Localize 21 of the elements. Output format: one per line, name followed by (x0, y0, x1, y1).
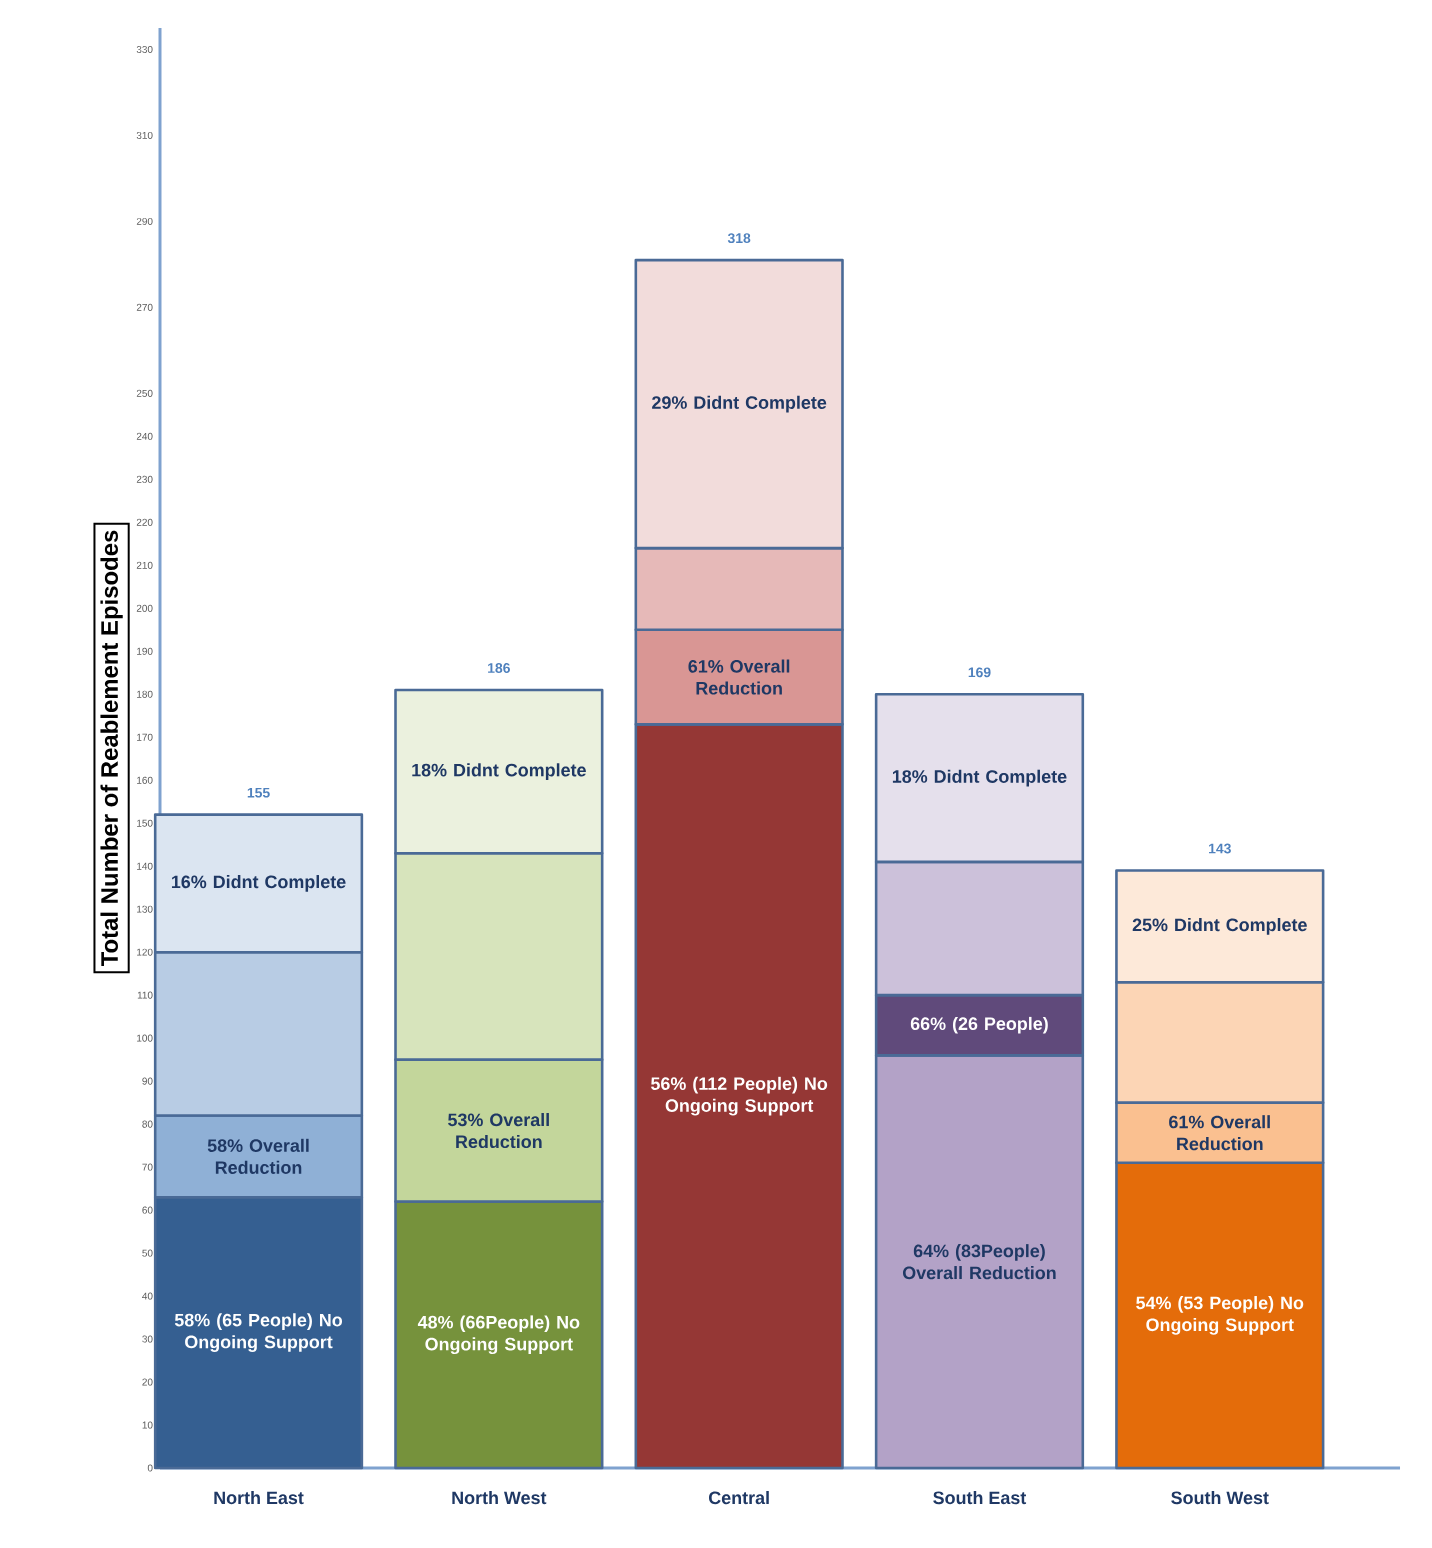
x-tick-label: South West (1171, 1490, 1269, 1505)
y-axis-title: Total Number of Reablement Episodes (100, 530, 123, 967)
annotation: 54% (53 People) No Ongoing Support (1136, 1296, 1304, 1335)
annotation: 66% (26 People) (910, 1016, 1048, 1034)
annotation: 58% (65 People) No Ongoing Support (174, 1313, 342, 1352)
annotation: 18% Didnt Complete (892, 769, 1067, 787)
x-tick-label: North West (452, 1490, 547, 1505)
annotation: 61% Overall Reduction (1169, 1115, 1270, 1151)
annotation: 18% Didnt Complete (412, 763, 586, 780)
x-tick-label: South East (933, 1490, 1027, 1505)
annotation: 53% Overall Reduction (448, 1113, 549, 1149)
annotation: 61% Overall Reduction (688, 659, 790, 695)
annotation: 16% Didnt Complete (171, 875, 346, 892)
annotation: 56% (112 People) No Ongoing Support (651, 1076, 828, 1116)
annotation: 64% (83People) Overall Reduction (902, 1244, 1056, 1280)
annotation: 25% Didnt Complete (1132, 918, 1307, 935)
annotation: 48% (66People) No Ongoing Support (417, 1315, 580, 1355)
annotation: 29% Didnt Complete (652, 395, 827, 413)
x-tick-label: Central (709, 1490, 769, 1505)
x-tick-label: North East (214, 1490, 304, 1505)
annotation: 58% Overall Reduction (207, 1138, 309, 1174)
